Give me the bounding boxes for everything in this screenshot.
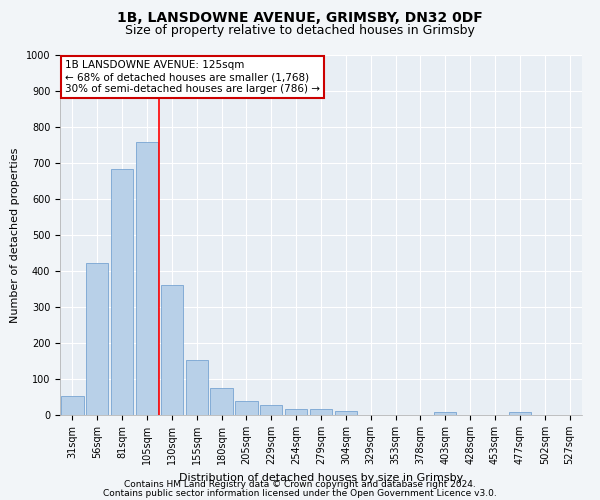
Bar	[285, 409, 307, 415]
Bar	[136, 142, 158, 415]
Bar	[335, 412, 357, 415]
Text: Contains HM Land Registry data © Crown copyright and database right 2024.: Contains HM Land Registry data © Crown c…	[124, 480, 476, 489]
Bar	[434, 412, 457, 415]
Bar	[185, 360, 208, 415]
Bar	[61, 396, 83, 415]
Bar	[509, 412, 531, 415]
Bar	[310, 409, 332, 415]
Bar	[211, 388, 233, 415]
Bar	[111, 169, 133, 415]
Text: Size of property relative to detached houses in Grimsby: Size of property relative to detached ho…	[125, 24, 475, 37]
Y-axis label: Number of detached properties: Number of detached properties	[10, 148, 20, 322]
Text: 1B LANSDOWNE AVENUE: 125sqm
← 68% of detached houses are smaller (1,768)
30% of : 1B LANSDOWNE AVENUE: 125sqm ← 68% of det…	[65, 60, 320, 94]
Bar	[161, 284, 183, 415]
Bar	[235, 400, 257, 415]
Text: Contains public sector information licensed under the Open Government Licence v3: Contains public sector information licen…	[103, 489, 497, 498]
Bar	[86, 263, 109, 415]
Bar	[260, 405, 283, 415]
X-axis label: Distribution of detached houses by size in Grimsby: Distribution of detached houses by size …	[179, 472, 463, 482]
Text: 1B, LANSDOWNE AVENUE, GRIMSBY, DN32 0DF: 1B, LANSDOWNE AVENUE, GRIMSBY, DN32 0DF	[117, 11, 483, 25]
